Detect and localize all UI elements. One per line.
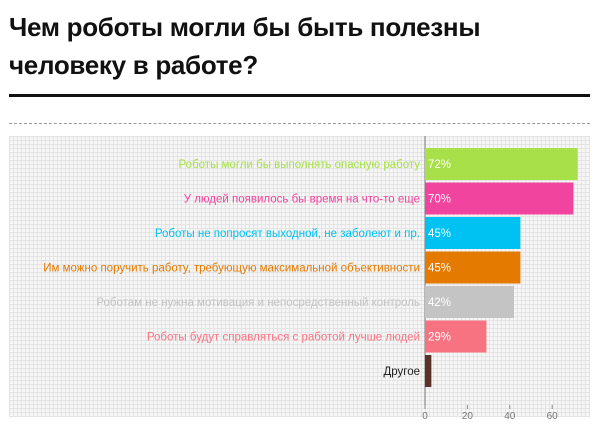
bar bbox=[425, 148, 578, 180]
chart-title: Чем роботы могли бы быть полезны человек… bbox=[9, 12, 481, 80]
bars-layer bbox=[425, 148, 578, 387]
bar bbox=[425, 320, 487, 353]
value-label: 42% bbox=[428, 297, 451, 309]
category-label: Другое bbox=[383, 366, 420, 378]
title-underline bbox=[9, 94, 590, 97]
category-label: Роботы будут справляться с работой лучше… bbox=[147, 332, 420, 344]
value-label: 45% bbox=[428, 263, 451, 275]
category-label: Им можно поручить работу, требующую макс… bbox=[43, 263, 420, 275]
category-label: Роботы не попросят выходной, не заболеют… bbox=[155, 228, 420, 240]
value-label: 45% bbox=[428, 228, 451, 240]
bar bbox=[425, 355, 432, 387]
value-label: 70% bbox=[428, 194, 451, 206]
dashed-divider bbox=[9, 123, 590, 124]
category-label: Роботам не нужна мотивация и непосредств… bbox=[96, 297, 420, 309]
x-tick-label: 40 bbox=[504, 411, 516, 422]
value-label: 72% bbox=[428, 159, 451, 171]
category-label: У людей появилось бы время на что-то еще bbox=[184, 194, 420, 206]
bar bbox=[425, 251, 521, 284]
category-label: Роботы могли бы выполнять опасную работу bbox=[179, 159, 421, 171]
bar bbox=[425, 286, 515, 318]
value-label: 29% bbox=[428, 332, 451, 344]
bar bbox=[425, 182, 574, 215]
x-tick-label: 20 bbox=[462, 411, 474, 422]
x-tick-label: 0 bbox=[422, 411, 428, 422]
labels-layer: Роботы могли бы выполнять опасную работу… bbox=[43, 159, 451, 378]
x-tick-label: 60 bbox=[547, 411, 559, 422]
bar bbox=[425, 217, 521, 249]
